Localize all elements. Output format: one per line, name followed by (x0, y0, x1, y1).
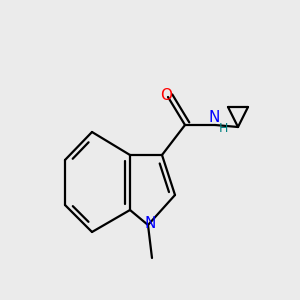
Text: O: O (160, 88, 172, 103)
Text: N: N (144, 215, 156, 230)
Text: H: H (218, 122, 228, 136)
Text: N: N (208, 110, 220, 124)
